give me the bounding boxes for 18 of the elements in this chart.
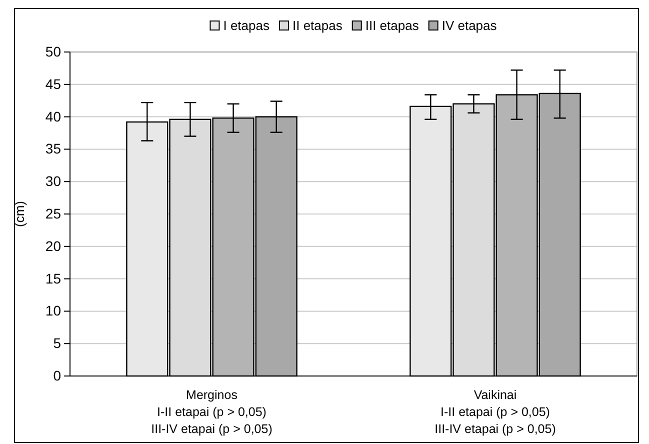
legend-label: III etapas	[365, 18, 420, 33]
y-tick-label: 30	[45, 173, 62, 190]
legend-label: IV etapas	[442, 18, 498, 33]
legend-label: I etapas	[223, 18, 270, 33]
y-tick-label: 15	[45, 270, 62, 286]
y-tick-label: 0	[53, 367, 62, 384]
y-tick-label: 50	[45, 43, 62, 60]
legend-label: II etapas	[292, 18, 343, 33]
x-tick-label: Merginos I-II etapai (p > 0,05) III-IV etapai (p > 0,05)	[151, 388, 272, 436]
y-tick-label: 35	[45, 140, 62, 157]
y-tick-label: 5	[53, 335, 62, 352]
y-tick-label: 10	[45, 302, 62, 319]
y-tick-label: 25	[45, 205, 62, 222]
y-axis-title: (cm)	[12, 201, 27, 227]
y-tick-label: 45	[45, 76, 62, 92]
y-tick-label: 20	[45, 238, 62, 254]
y-tick-label: 40	[45, 108, 62, 124]
x-tick-label: Vaikinai I-II etapai (p > 0,05) III-IV etapai (p > 0,05)	[434, 388, 556, 436]
